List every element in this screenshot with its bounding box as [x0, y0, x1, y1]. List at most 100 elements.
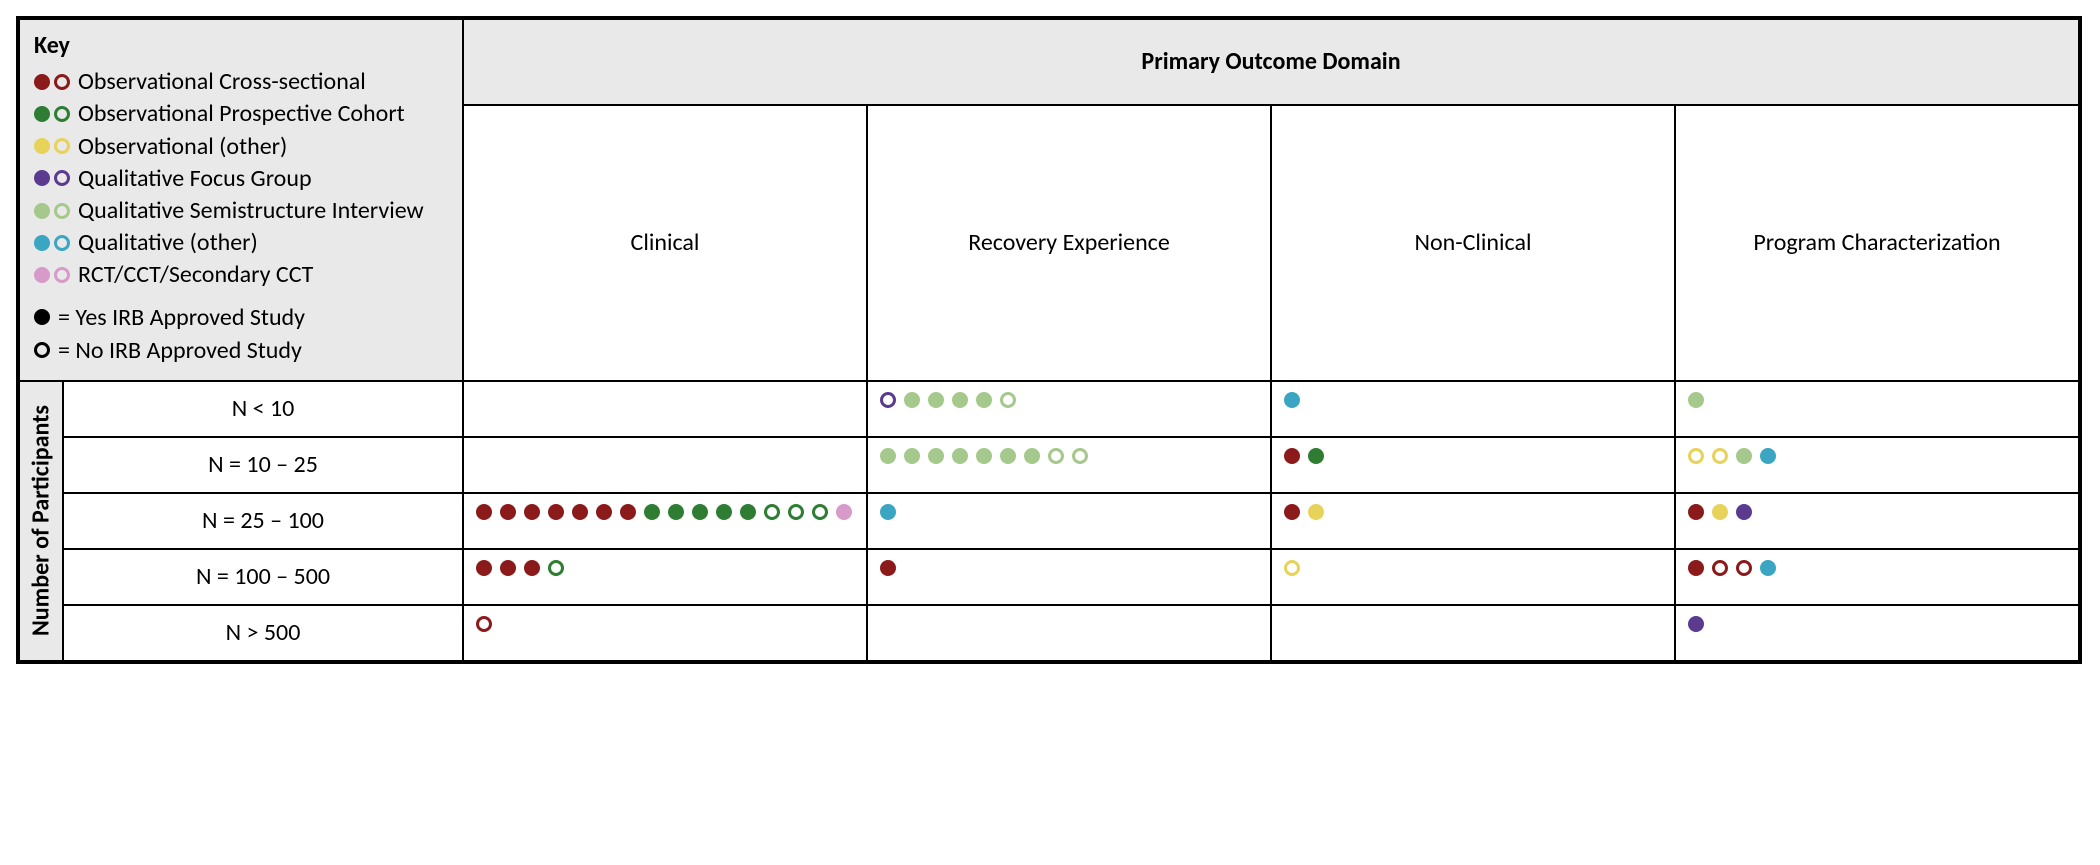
study-dot-icon	[716, 504, 732, 520]
legend-dot-open-icon	[54, 74, 70, 90]
col-header-recovery: Recovery Experience	[867, 105, 1271, 381]
legend-item-label: Observational Cross-sectional	[78, 66, 366, 97]
study-dot-icon	[1736, 504, 1752, 520]
dot-group	[1688, 616, 1704, 632]
study-dot-icon	[880, 448, 896, 464]
legend-dot-pair	[34, 106, 70, 122]
legend-item-label: Qualitative (other)	[78, 227, 258, 258]
legend-dot-filled-icon	[34, 106, 50, 122]
study-dot-icon	[596, 504, 612, 520]
legend-item-label: Qualitative Semistructure Interview	[78, 195, 424, 226]
study-dot-icon	[1284, 448, 1300, 464]
open-dot-icon	[34, 342, 50, 358]
study-dot-icon	[1308, 504, 1324, 520]
legend-item: Qualitative Focus Group	[34, 163, 424, 194]
legend-note-filled: = Yes IRB Approved Study	[34, 302, 305, 333]
study-dot-icon	[1736, 560, 1752, 576]
data-cell	[867, 381, 1271, 437]
study-dot-icon	[476, 504, 492, 520]
col-header-nonclinical: Non-Clinical	[1271, 105, 1675, 381]
legend-note-filled-text: = Yes IRB Approved Study	[58, 302, 305, 333]
study-dot-icon	[500, 560, 516, 576]
row-label: N = 100 – 500	[63, 549, 463, 605]
legend-dot-filled-icon	[34, 74, 50, 90]
study-dot-icon	[952, 392, 968, 408]
dot-group	[1284, 392, 1300, 408]
dot-group	[880, 392, 1016, 408]
data-cell	[1271, 605, 1675, 661]
dot-group	[1284, 560, 1300, 576]
domain-header-text: Primary Outcome Domain	[1141, 46, 1400, 77]
data-cell	[1271, 437, 1675, 493]
study-dot-icon	[1284, 392, 1300, 408]
legend-item: Observational Cross-sectional	[34, 66, 424, 97]
study-dot-icon	[1072, 448, 1088, 464]
domain-header: Primary Outcome Domain	[463, 19, 2079, 105]
study-dot-icon	[904, 448, 920, 464]
study-dot-icon	[476, 560, 492, 576]
dot-group	[1688, 560, 1776, 576]
study-dot-icon	[880, 560, 896, 576]
study-dot-icon	[692, 504, 708, 520]
study-dot-icon	[812, 504, 828, 520]
study-dot-icon	[548, 504, 564, 520]
study-dot-icon	[1284, 504, 1300, 520]
study-dot-icon	[1308, 448, 1324, 464]
legend-key: Key Observational Cross-sectionalObserva…	[19, 19, 463, 381]
col-header-text: Recovery Experience	[968, 227, 1170, 258]
data-cell	[1675, 381, 2079, 437]
study-dot-icon	[904, 392, 920, 408]
study-dot-icon	[1760, 448, 1776, 464]
study-dot-icon	[836, 504, 852, 520]
study-dot-icon	[620, 504, 636, 520]
dot-group	[1688, 504, 1752, 520]
dot-group	[1688, 448, 1776, 464]
study-dot-icon	[1048, 448, 1064, 464]
data-cell	[463, 437, 867, 493]
data-cell	[1675, 493, 2079, 549]
study-dot-icon	[880, 392, 896, 408]
col-header-text: Non-Clinical	[1415, 227, 1532, 258]
legend-dot-open-icon	[54, 267, 70, 283]
study-dot-icon	[952, 448, 968, 464]
legend-item: Qualitative Semistructure Interview	[34, 195, 424, 226]
data-cell	[867, 549, 1271, 605]
study-dot-icon	[1000, 392, 1016, 408]
row-label-text: N < 10	[232, 393, 295, 424]
filled-dot-icon	[34, 309, 50, 325]
legend-item: Observational Prospective Cohort	[34, 98, 424, 129]
study-dot-icon	[764, 504, 780, 520]
study-dot-icon	[644, 504, 660, 520]
col-header-text: Program Characterization	[1753, 227, 2000, 258]
study-dot-icon	[1688, 504, 1704, 520]
study-matrix-figure: Key Observational Cross-sectionalObserva…	[16, 16, 2082, 664]
dot-group	[1284, 504, 1324, 520]
col-header-program: Program Characterization	[1675, 105, 2079, 381]
study-dot-icon	[928, 392, 944, 408]
study-dot-icon	[1000, 448, 1016, 464]
row-label-text: N = 100 – 500	[196, 561, 330, 592]
dot-group	[880, 560, 896, 576]
study-dot-icon	[1712, 560, 1728, 576]
legend-dot-pair	[34, 170, 70, 186]
legend-item-label: Observational Prospective Cohort	[78, 98, 405, 129]
dot-group	[476, 560, 564, 576]
dot-group	[880, 448, 1088, 464]
legend-dot-pair	[34, 267, 70, 283]
row-label-text: N = 10 – 25	[208, 449, 318, 480]
legend-dot-filled-icon	[34, 170, 50, 186]
y-axis-text: Number of Participants	[25, 405, 56, 636]
study-dot-icon	[1688, 392, 1704, 408]
data-cell	[463, 493, 867, 549]
legend-dot-open-icon	[54, 106, 70, 122]
study-dot-icon	[524, 560, 540, 576]
study-dot-icon	[1760, 560, 1776, 576]
study-dot-icon	[524, 504, 540, 520]
dot-group	[880, 504, 896, 520]
legend-item-label: Observational (other)	[78, 131, 287, 162]
col-header-clinical: Clinical	[463, 105, 867, 381]
legend-dot-open-icon	[54, 203, 70, 219]
legend-item-label: RCT/CCT/Secondary CCT	[78, 259, 313, 290]
data-cell	[1271, 549, 1675, 605]
study-dot-icon	[976, 448, 992, 464]
